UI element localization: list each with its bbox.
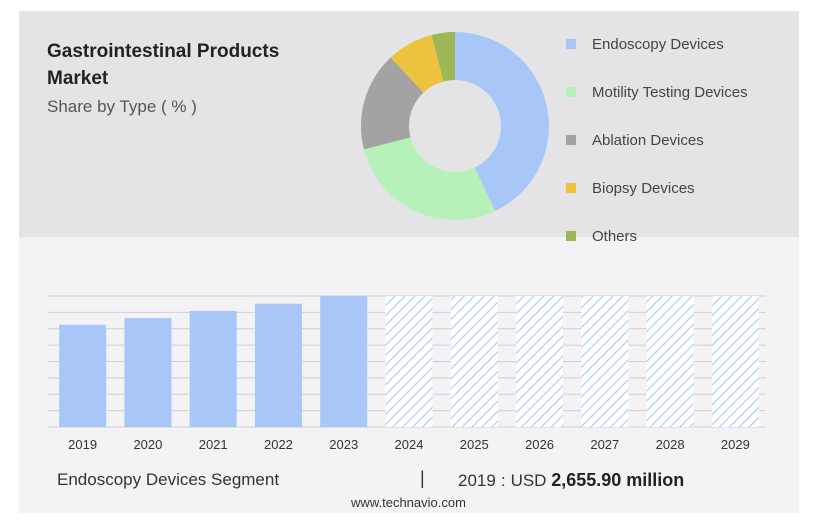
legend-item-ablation: Ablation Devices — [566, 116, 796, 164]
bar-2026 — [516, 296, 564, 427]
x-tick-label: 2021 — [199, 437, 228, 452]
donut-slice-others — [431, 32, 455, 82]
x-tick-label: 2020 — [133, 437, 162, 452]
x-tick-label: 2026 — [525, 437, 554, 452]
bar-2021 — [189, 311, 237, 427]
bar-2019 — [59, 324, 107, 427]
legend-item-biopsy: Biopsy Devices — [566, 164, 796, 212]
legend-label-ablation: Ablation Devices — [592, 131, 704, 149]
segment-label: Endoscopy Devices Segment — [57, 470, 280, 489]
donut-chart — [361, 32, 549, 220]
source-link[interactable]: www.technavio.com — [351, 495, 466, 510]
donut-slice-biopsy-devices — [390, 34, 444, 93]
legend-swatch-endoscopy — [566, 39, 576, 49]
legend-item-others: Others — [566, 212, 796, 260]
legend-label-endoscopy: Endoscopy Devices — [592, 35, 724, 53]
donut-slice-endoscopy-devices — [455, 32, 549, 212]
legend-label-motility: Motility Testing Devices — [592, 83, 748, 101]
legend-label-biopsy: Biopsy Devices — [592, 179, 695, 197]
x-tick-label: 2023 — [329, 437, 358, 452]
x-tick-label: 2019 — [68, 437, 97, 452]
segment-year: 2019 — [458, 471, 496, 490]
legend-swatch-biopsy — [566, 183, 576, 193]
chart-title: Gastrointestinal Products Market — [47, 41, 280, 89]
bar-chart: 2019 2020 2021 2022 2023 2024 2025 2026 2027 2028… — [48, 295, 766, 452]
segment-colon: : — [500, 471, 506, 490]
bar-2022 — [254, 303, 302, 427]
x-tick-label: 2024 — [395, 437, 424, 452]
x-tick-label: 2028 — [656, 437, 685, 452]
bar-2029 — [711, 296, 759, 427]
legend-item-endoscopy: Endoscopy Devices — [566, 20, 796, 68]
bar-2025 — [450, 296, 498, 427]
bar-2020 — [124, 317, 172, 427]
legend: Endoscopy Devices Motility Testing Devic… — [566, 20, 796, 260]
donut-slice-ablation-devices — [361, 57, 424, 150]
bar-2023 — [320, 296, 368, 427]
legend-label-others: Others — [592, 227, 638, 245]
bar-2027 — [581, 296, 629, 427]
bar-2024 — [385, 296, 433, 427]
bar-2028 — [646, 296, 694, 427]
donut-slice-motility-testing-devices — [363, 137, 496, 220]
segment-value: 2019: USD 2,655.90 million — [458, 470, 684, 491]
legend-item-motility: Motility Testing Devices — [566, 68, 796, 116]
legend-swatch-ablation — [566, 135, 576, 145]
x-tick-label: 2025 — [460, 437, 489, 452]
x-tick-label: 2022 — [264, 437, 293, 452]
legend-swatch-others — [566, 231, 576, 241]
legend-swatch-motility — [566, 87, 576, 97]
x-tick-label: 2029 — [721, 437, 750, 452]
x-tick-label: 2027 — [590, 437, 619, 452]
segment-currency: USD — [510, 471, 547, 490]
chart-subtitle: Share by Type ( % ) — [47, 97, 197, 116]
footer-separator: | — [420, 468, 425, 488]
segment-amount: 2,655.90 million — [551, 470, 685, 490]
